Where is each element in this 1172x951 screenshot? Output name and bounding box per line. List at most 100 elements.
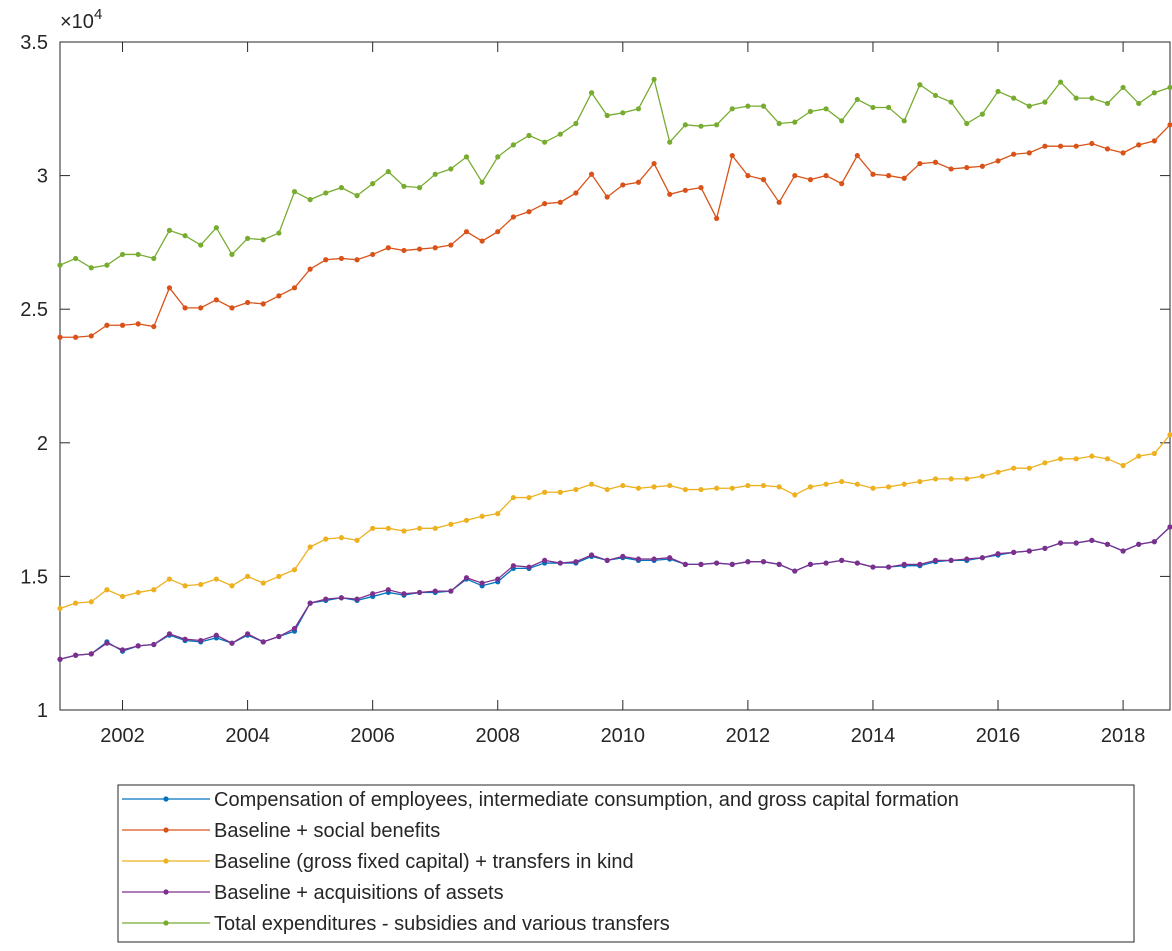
point <box>651 160 657 167</box>
point <box>667 482 673 489</box>
point <box>1151 539 1157 545</box>
point <box>401 591 407 597</box>
point <box>73 652 79 658</box>
point <box>526 564 532 570</box>
point <box>1167 432 1172 438</box>
point <box>807 177 814 183</box>
point <box>182 233 188 239</box>
point <box>1026 103 1032 109</box>
y-tick-label: 1.5 <box>20 566 48 588</box>
point <box>964 120 970 127</box>
point <box>557 489 563 495</box>
point <box>88 265 94 271</box>
point <box>557 199 563 205</box>
y-multiplier-exponent: 4 <box>94 6 102 23</box>
point <box>104 587 110 593</box>
point <box>416 525 423 531</box>
point <box>901 481 907 487</box>
x-tick-label: 2006 <box>350 725 395 747</box>
point <box>1011 95 1017 101</box>
point <box>901 118 907 124</box>
point <box>510 563 516 569</box>
point <box>1057 540 1064 546</box>
point <box>245 299 251 306</box>
point <box>620 182 626 188</box>
point <box>651 484 657 490</box>
point <box>229 583 235 589</box>
legend-marker <box>163 920 169 926</box>
point <box>1120 84 1126 91</box>
point <box>870 485 876 491</box>
point <box>604 557 610 563</box>
point <box>479 238 485 244</box>
point <box>1167 122 1172 128</box>
point <box>1073 143 1079 149</box>
point <box>166 285 173 291</box>
point <box>620 110 626 116</box>
point <box>1073 540 1079 546</box>
point <box>57 334 63 340</box>
point <box>88 333 94 339</box>
point <box>854 96 860 103</box>
point <box>792 173 798 179</box>
point <box>1104 541 1111 547</box>
point <box>338 185 345 191</box>
point <box>542 489 548 495</box>
point <box>166 227 173 233</box>
x-tick-label: 2012 <box>726 725 771 747</box>
point <box>604 194 610 200</box>
point <box>760 482 767 489</box>
point <box>432 525 438 531</box>
point <box>792 492 798 498</box>
point <box>526 209 532 215</box>
point <box>1042 545 1048 551</box>
point <box>370 181 376 187</box>
point <box>1136 541 1142 547</box>
point <box>198 305 204 311</box>
point <box>166 631 173 637</box>
point <box>995 551 1001 557</box>
point <box>1057 143 1064 149</box>
point <box>119 322 126 328</box>
point <box>1089 140 1095 147</box>
point <box>870 171 876 177</box>
point <box>135 321 141 327</box>
point <box>667 555 673 561</box>
y-tick-label: 1 <box>37 700 48 722</box>
point <box>714 560 720 566</box>
point <box>1167 524 1172 530</box>
point <box>1120 150 1126 156</box>
series-line <box>59 526 1171 660</box>
point <box>760 177 767 183</box>
point <box>932 92 939 99</box>
point <box>526 132 532 139</box>
point <box>776 561 782 567</box>
point <box>323 536 329 542</box>
point <box>620 482 626 489</box>
point <box>995 158 1001 164</box>
point <box>495 154 501 160</box>
point <box>667 139 673 145</box>
point <box>1042 460 1048 466</box>
point <box>479 179 485 185</box>
point <box>448 521 454 527</box>
point <box>1120 462 1126 469</box>
point <box>995 469 1001 475</box>
point <box>432 245 438 251</box>
point <box>370 525 376 531</box>
point <box>885 104 892 111</box>
point <box>979 555 985 561</box>
point <box>198 637 204 644</box>
point <box>276 573 282 580</box>
point <box>573 120 579 127</box>
point <box>182 305 188 311</box>
point <box>839 557 845 563</box>
point <box>1136 453 1142 459</box>
point <box>260 639 266 645</box>
point <box>854 481 860 487</box>
point <box>698 561 704 567</box>
point <box>729 152 735 159</box>
point <box>839 478 845 485</box>
y-multiplier: ×104 <box>60 6 102 33</box>
point <box>588 90 595 96</box>
